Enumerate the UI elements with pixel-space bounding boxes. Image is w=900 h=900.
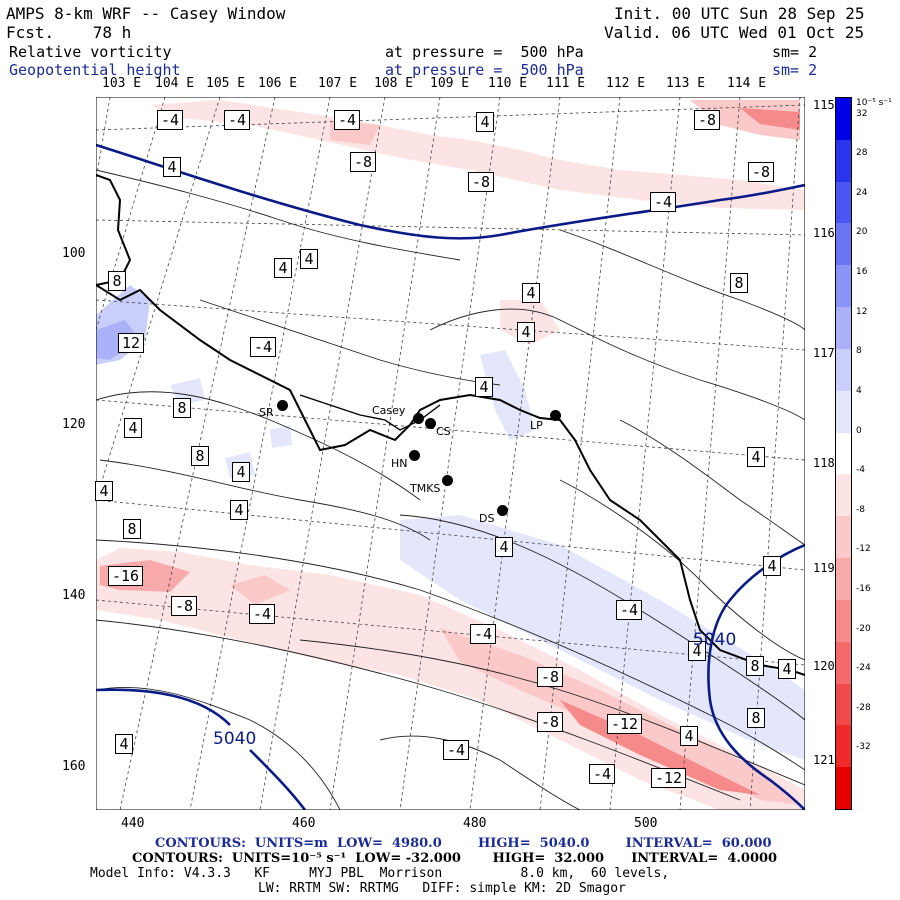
lon-label: 114 E bbox=[727, 76, 767, 91]
colorbar-cell bbox=[836, 599, 851, 642]
footer-model-info: Model Info: V4.3.3 KF MYJ PBL Morrison 8… bbox=[90, 866, 670, 881]
height-contours bbox=[96, 143, 805, 810]
colorbar-cell bbox=[836, 641, 851, 684]
field2-level: at pressure = 500 hPa bbox=[385, 61, 584, 79]
colorbar-level-label: 12 bbox=[856, 306, 868, 317]
lon-label: 105 E bbox=[206, 76, 246, 91]
field1-smooth: sm= 2 bbox=[772, 43, 818, 61]
y-tick-label: 140 bbox=[62, 588, 86, 603]
lon-label: 103 E bbox=[102, 76, 142, 91]
lon-label: 106 E bbox=[258, 76, 298, 91]
colorbar-cell bbox=[836, 558, 851, 600]
lon-label: 112 E bbox=[606, 76, 646, 91]
x-tick-label: 500 bbox=[634, 816, 658, 831]
colorbar-cell bbox=[836, 432, 851, 475]
colorbar-level-label: -20 bbox=[856, 623, 871, 634]
colorbar-cell bbox=[836, 348, 851, 391]
colorbar-cell bbox=[836, 390, 851, 433]
colorbar-cell bbox=[836, 725, 851, 768]
field2-name: Geopotential height bbox=[9, 61, 181, 79]
vorticity-contours bbox=[96, 169, 805, 810]
colorbar-cell bbox=[836, 474, 851, 517]
colorbar-cell bbox=[836, 683, 851, 726]
colorbar-level-label: 16 bbox=[856, 267, 868, 278]
y-tick-label: 100 bbox=[62, 246, 86, 261]
colorbar-level-label: 20 bbox=[856, 227, 868, 238]
valid-time: Valid. 06 UTC Wed 01 Oct 25 bbox=[604, 23, 865, 42]
init-time: Init. 00 UTC Sun 28 Sep 25 bbox=[614, 4, 865, 23]
y-tick-label: 120 bbox=[62, 417, 86, 432]
footer-contours-vorticity: CONTOURS: UNITS=10⁻⁵ s⁻¹ LOW= -32.000 HI… bbox=[132, 851, 778, 866]
colorbar-cell bbox=[836, 223, 851, 266]
colorbar-level-label: 32 bbox=[856, 108, 868, 119]
colorbar-level-label: 0 bbox=[856, 425, 862, 436]
lon-label: 113 E bbox=[666, 76, 706, 91]
colorbar-level-label: -4 bbox=[856, 465, 865, 476]
x-tick-label: 480 bbox=[463, 816, 487, 831]
field1-level: at pressure = 500 hPa bbox=[385, 43, 584, 61]
y-tick-label: 160 bbox=[62, 759, 86, 774]
field2-smooth: sm= 2 bbox=[772, 61, 818, 79]
colorbar-unit: 10⁻⁵ s⁻¹ bbox=[856, 98, 892, 108]
colorbar-level-label: 28 bbox=[856, 148, 868, 159]
colorbar-cell bbox=[836, 181, 851, 224]
colorbar-level-label: 8 bbox=[856, 346, 862, 357]
colorbar-cell bbox=[836, 98, 851, 140]
colorbar-level-label: -32 bbox=[856, 742, 871, 753]
colorbar-level-label: 24 bbox=[856, 187, 868, 198]
colorbar-cell bbox=[836, 139, 851, 182]
lon-label: 111 E bbox=[546, 76, 586, 91]
lon-label: 109 E bbox=[430, 76, 470, 91]
forecast-hour: Fcst. 78 h bbox=[6, 23, 132, 42]
colorbar-cell bbox=[836, 516, 851, 559]
footer-physics: LW: RRTM SW: RRTMG DIFF: simple KM: 2D S… bbox=[258, 881, 626, 896]
lon-label: 104 E bbox=[155, 76, 195, 91]
height-label: 5040 bbox=[212, 729, 258, 749]
lon-label: 108 E bbox=[374, 76, 414, 91]
footer-contours-height: CONTOURS: UNITS=m LOW= 4980.0 HIGH= 5040… bbox=[155, 836, 772, 851]
lon-label: 107 E bbox=[318, 76, 358, 91]
colorbar-cell bbox=[836, 265, 851, 308]
model-title: AMPS 8-km WRF -- Casey Window bbox=[6, 4, 286, 23]
colorbar-level-label: -28 bbox=[856, 702, 871, 713]
colorbar bbox=[835, 97, 852, 810]
height-label: 5040 bbox=[693, 630, 737, 650]
colorbar-level-label: -12 bbox=[856, 544, 871, 555]
x-tick-label: 460 bbox=[292, 816, 316, 831]
colorbar-cell bbox=[836, 767, 851, 810]
colorbar-level-label: -8 bbox=[856, 504, 865, 515]
colorbar-level-label: -16 bbox=[856, 583, 871, 594]
colorbar-level-label: -24 bbox=[856, 663, 871, 674]
map-plot bbox=[96, 97, 805, 810]
colorbar-level-label: 4 bbox=[856, 385, 862, 396]
colorbar-cell bbox=[836, 307, 851, 349]
lon-label: 110 E bbox=[488, 76, 528, 91]
field1-name: Relative vorticity bbox=[9, 43, 172, 61]
x-tick-label: 440 bbox=[121, 816, 145, 831]
